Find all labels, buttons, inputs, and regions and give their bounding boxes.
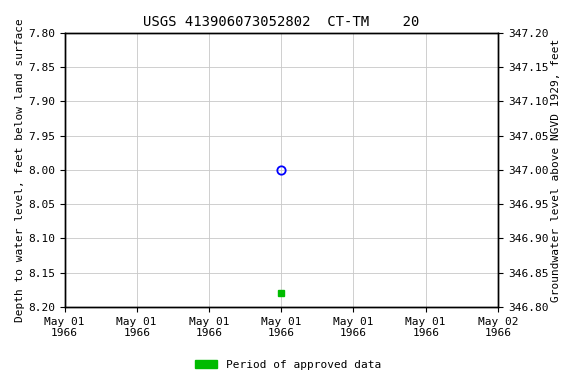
Y-axis label: Depth to water level, feet below land surface: Depth to water level, feet below land su…	[15, 18, 25, 322]
Y-axis label: Groundwater level above NGVD 1929, feet: Groundwater level above NGVD 1929, feet	[551, 38, 561, 301]
Title: USGS 413906073052802  CT-TM    20: USGS 413906073052802 CT-TM 20	[143, 15, 419, 29]
Legend: Period of approved data: Period of approved data	[191, 356, 385, 375]
